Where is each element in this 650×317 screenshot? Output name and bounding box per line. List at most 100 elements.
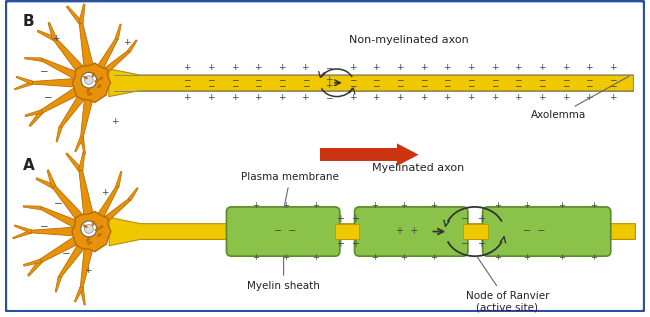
Text: +: + [111, 117, 119, 126]
Polygon shape [79, 4, 85, 23]
Text: −: − [254, 81, 262, 90]
Text: +: + [491, 63, 498, 73]
Polygon shape [48, 22, 57, 40]
Text: −: − [372, 81, 380, 90]
Text: +: + [336, 239, 344, 249]
Text: −: − [585, 75, 593, 84]
Polygon shape [72, 211, 111, 252]
Polygon shape [53, 185, 84, 222]
Ellipse shape [86, 89, 90, 93]
Text: Node of Ranvier
(active site): Node of Ranvier (active site) [465, 256, 549, 312]
Polygon shape [96, 39, 118, 71]
FancyBboxPatch shape [354, 207, 468, 256]
Polygon shape [25, 110, 42, 117]
Polygon shape [42, 59, 79, 80]
Polygon shape [66, 153, 83, 172]
Polygon shape [79, 23, 94, 68]
Text: +: + [538, 63, 545, 73]
Text: −: − [254, 75, 262, 84]
Text: +: + [476, 239, 485, 249]
Text: +: + [467, 63, 474, 73]
Polygon shape [59, 242, 86, 277]
Text: +: + [430, 201, 437, 210]
Text: −: − [585, 81, 593, 90]
Text: −: − [514, 81, 522, 90]
Polygon shape [79, 151, 85, 171]
Text: Non-myelinated axon: Non-myelinated axon [349, 36, 469, 45]
Text: −: − [231, 75, 238, 84]
Bar [463, 224, 488, 239]
Text: −: − [325, 93, 333, 102]
Circle shape [81, 72, 97, 88]
Ellipse shape [83, 225, 87, 228]
Text: −: − [491, 81, 498, 90]
Text: +: + [207, 63, 215, 73]
Ellipse shape [99, 77, 103, 80]
Ellipse shape [92, 222, 94, 226]
Text: Myelinated axon: Myelinated axon [372, 164, 465, 173]
Ellipse shape [95, 229, 99, 231]
Text: +: + [609, 63, 616, 73]
Circle shape [84, 76, 93, 85]
FancyBboxPatch shape [6, 1, 644, 311]
Text: +: + [585, 93, 593, 102]
Ellipse shape [99, 226, 103, 229]
Text: Axolemma: Axolemma [531, 76, 629, 120]
Polygon shape [14, 81, 33, 90]
Polygon shape [109, 217, 635, 246]
Text: −: − [40, 222, 49, 232]
Text: +: + [231, 63, 238, 73]
Text: +: + [278, 93, 285, 102]
Ellipse shape [88, 93, 92, 95]
Ellipse shape [95, 80, 99, 82]
Text: +: + [609, 93, 616, 102]
Text: +: + [302, 63, 309, 73]
Polygon shape [41, 87, 80, 113]
FancyBboxPatch shape [483, 207, 611, 256]
Text: +: + [254, 63, 262, 73]
Text: +: + [253, 253, 259, 262]
Text: −: − [372, 75, 380, 84]
Text: −: − [231, 81, 238, 90]
Bar [320, 148, 397, 161]
Ellipse shape [98, 85, 101, 88]
Text: +: + [349, 63, 356, 73]
Polygon shape [29, 110, 44, 126]
Text: +: + [282, 253, 289, 262]
Circle shape [81, 221, 97, 237]
Polygon shape [72, 63, 111, 102]
Polygon shape [66, 6, 83, 24]
Text: −: − [302, 75, 309, 84]
Text: +: + [491, 93, 498, 102]
Ellipse shape [98, 233, 101, 237]
Text: −: − [325, 63, 333, 73]
Text: −: − [40, 67, 49, 77]
Text: −: − [396, 75, 404, 84]
Polygon shape [55, 276, 62, 292]
Text: −  −: − − [274, 226, 297, 236]
Text: +: + [278, 63, 285, 73]
Text: +: + [514, 63, 522, 73]
Text: +: + [336, 214, 344, 224]
Text: −: − [278, 75, 285, 84]
Text: −: − [538, 81, 545, 90]
Text: −: − [302, 81, 309, 90]
Text: +: + [254, 93, 262, 102]
Text: −: − [44, 93, 53, 102]
Polygon shape [37, 30, 56, 41]
Polygon shape [53, 38, 84, 74]
Text: −: − [62, 249, 71, 259]
Text: +  +: + + [396, 226, 418, 236]
Text: −: − [420, 75, 427, 84]
Text: −: − [461, 239, 469, 249]
Text: +: + [350, 214, 359, 224]
Text: −: − [443, 75, 451, 84]
Polygon shape [25, 57, 42, 61]
Text: +: + [350, 239, 359, 249]
Polygon shape [128, 188, 138, 201]
Text: A: A [23, 158, 34, 173]
Text: +: + [325, 81, 333, 90]
Text: −: − [609, 81, 616, 90]
Polygon shape [60, 93, 86, 127]
Text: +: + [400, 201, 408, 210]
